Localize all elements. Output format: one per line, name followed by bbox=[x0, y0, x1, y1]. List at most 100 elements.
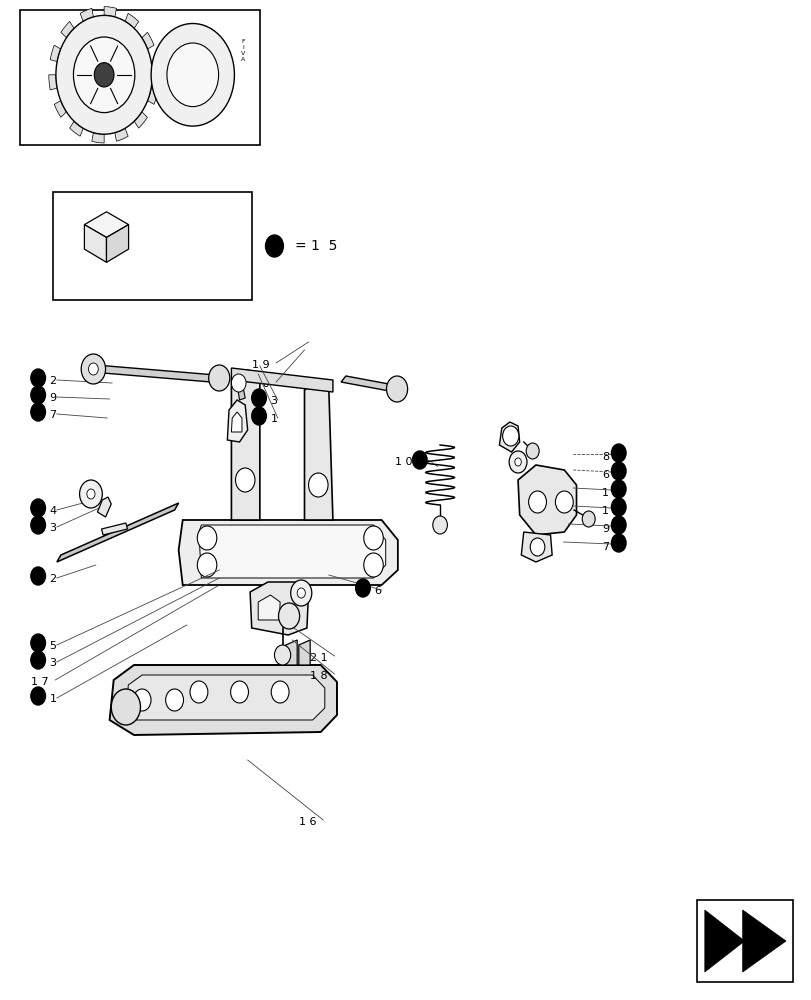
Circle shape bbox=[355, 579, 370, 597]
Circle shape bbox=[251, 407, 266, 425]
Circle shape bbox=[290, 580, 311, 606]
Polygon shape bbox=[134, 112, 148, 128]
Text: 1 9: 1 9 bbox=[251, 360, 269, 370]
Circle shape bbox=[31, 386, 45, 404]
Circle shape bbox=[197, 526, 217, 550]
Circle shape bbox=[81, 354, 105, 384]
Text: 9: 9 bbox=[601, 524, 608, 534]
Polygon shape bbox=[54, 101, 67, 117]
Polygon shape bbox=[199, 525, 385, 578]
Text: 2: 2 bbox=[49, 574, 57, 584]
Polygon shape bbox=[499, 422, 519, 452]
Polygon shape bbox=[298, 640, 310, 665]
Circle shape bbox=[111, 689, 140, 725]
Circle shape bbox=[271, 681, 289, 703]
Circle shape bbox=[133, 689, 151, 711]
Polygon shape bbox=[704, 910, 744, 972]
Polygon shape bbox=[106, 225, 128, 262]
Circle shape bbox=[208, 365, 230, 391]
Polygon shape bbox=[70, 121, 83, 136]
Text: 4: 4 bbox=[49, 506, 57, 516]
Circle shape bbox=[297, 588, 305, 598]
Polygon shape bbox=[125, 13, 139, 28]
Polygon shape bbox=[109, 665, 337, 735]
Circle shape bbox=[363, 526, 383, 550]
Text: 1: 1 bbox=[601, 488, 608, 498]
Circle shape bbox=[412, 451, 427, 469]
Circle shape bbox=[432, 516, 447, 534]
Circle shape bbox=[79, 480, 102, 508]
Circle shape bbox=[88, 363, 98, 375]
Circle shape bbox=[190, 681, 208, 703]
Polygon shape bbox=[341, 376, 399, 392]
Circle shape bbox=[611, 462, 625, 480]
Circle shape bbox=[514, 458, 521, 466]
Circle shape bbox=[386, 376, 407, 402]
Text: 3: 3 bbox=[49, 523, 57, 533]
Text: 1 7: 1 7 bbox=[31, 677, 49, 687]
Circle shape bbox=[165, 689, 183, 711]
Polygon shape bbox=[250, 582, 308, 635]
Circle shape bbox=[230, 681, 248, 703]
Polygon shape bbox=[61, 21, 74, 38]
Circle shape bbox=[526, 443, 539, 459]
Text: 2 1: 2 1 bbox=[310, 653, 328, 663]
Circle shape bbox=[31, 634, 45, 652]
Polygon shape bbox=[114, 128, 128, 141]
Polygon shape bbox=[104, 7, 116, 17]
Circle shape bbox=[502, 426, 518, 446]
Text: KIT: KIT bbox=[90, 247, 101, 252]
Polygon shape bbox=[142, 32, 154, 49]
Polygon shape bbox=[231, 370, 260, 520]
Circle shape bbox=[278, 603, 299, 629]
Text: 1: 1 bbox=[270, 414, 277, 424]
Circle shape bbox=[31, 567, 45, 585]
Circle shape bbox=[611, 516, 625, 534]
Polygon shape bbox=[101, 523, 127, 535]
Polygon shape bbox=[92, 133, 104, 143]
Bar bbox=[53, 192, 251, 300]
Polygon shape bbox=[91, 365, 216, 382]
Circle shape bbox=[167, 43, 218, 107]
Circle shape bbox=[31, 516, 45, 534]
Text: 5: 5 bbox=[49, 641, 57, 651]
Polygon shape bbox=[227, 400, 247, 442]
Circle shape bbox=[274, 645, 290, 665]
Polygon shape bbox=[237, 382, 245, 400]
Circle shape bbox=[508, 451, 526, 473]
Text: KIT: KIT bbox=[99, 220, 114, 229]
Polygon shape bbox=[231, 412, 242, 432]
Circle shape bbox=[530, 538, 544, 556]
Circle shape bbox=[31, 369, 45, 387]
Polygon shape bbox=[49, 75, 57, 90]
Bar bbox=[696, 900, 792, 982]
Polygon shape bbox=[57, 503, 178, 562]
Polygon shape bbox=[178, 520, 397, 585]
Circle shape bbox=[31, 651, 45, 669]
Circle shape bbox=[251, 389, 266, 407]
Text: 1 6: 1 6 bbox=[298, 817, 316, 827]
Circle shape bbox=[56, 15, 152, 134]
Polygon shape bbox=[285, 640, 297, 665]
Polygon shape bbox=[151, 60, 159, 75]
Polygon shape bbox=[521, 532, 551, 562]
Circle shape bbox=[31, 499, 45, 517]
Circle shape bbox=[31, 687, 45, 705]
Circle shape bbox=[611, 498, 625, 516]
Text: 1 8: 1 8 bbox=[310, 671, 328, 681]
Circle shape bbox=[265, 235, 283, 257]
Polygon shape bbox=[50, 45, 61, 62]
Circle shape bbox=[235, 468, 255, 492]
Circle shape bbox=[611, 480, 625, 498]
Text: 2 0: 2 0 bbox=[251, 379, 269, 389]
Polygon shape bbox=[258, 595, 280, 620]
Circle shape bbox=[73, 37, 135, 113]
Circle shape bbox=[363, 553, 383, 577]
Circle shape bbox=[151, 23, 234, 126]
Circle shape bbox=[87, 489, 95, 499]
Text: 3: 3 bbox=[49, 658, 57, 668]
Polygon shape bbox=[742, 910, 785, 972]
Text: 8: 8 bbox=[601, 452, 608, 462]
Text: KIT: KIT bbox=[112, 247, 123, 252]
Polygon shape bbox=[231, 368, 333, 392]
